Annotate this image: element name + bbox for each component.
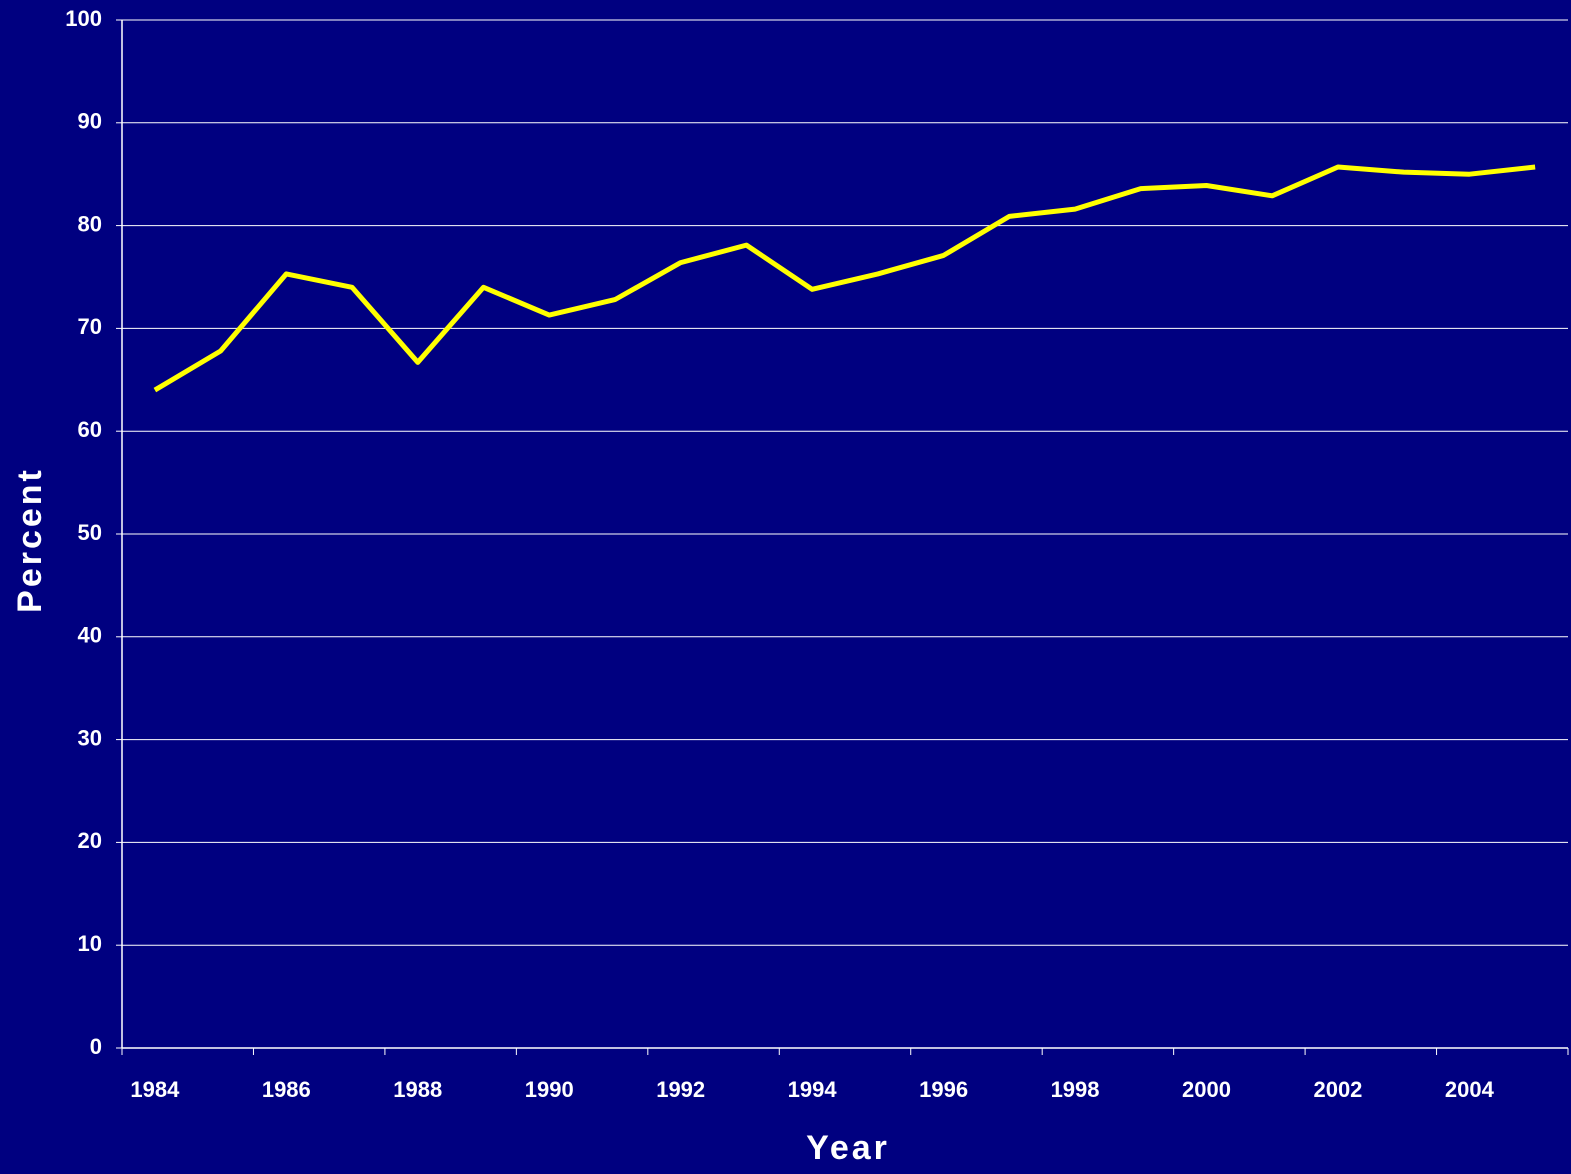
y-tick-label: 60 bbox=[78, 417, 102, 442]
x-tick-label: 1994 bbox=[788, 1077, 838, 1102]
x-tick-label: 1984 bbox=[130, 1077, 180, 1102]
y-tick-label: 100 bbox=[65, 6, 102, 31]
y-tick-label: 80 bbox=[78, 211, 102, 236]
y-tick-label: 0 bbox=[90, 1034, 102, 1059]
y-tick-label: 50 bbox=[78, 520, 102, 545]
x-tick-label: 1990 bbox=[525, 1077, 574, 1102]
data-line bbox=[153, 164, 1536, 393]
y-axis-title: Percent bbox=[11, 467, 49, 613]
x-tick-label: 2000 bbox=[1182, 1077, 1231, 1102]
x-tick-label: 2002 bbox=[1313, 1077, 1362, 1102]
x-axis-title: Year bbox=[806, 1129, 890, 1167]
y-tick-label: 10 bbox=[78, 931, 102, 956]
x-tick-label: 2004 bbox=[1445, 1077, 1495, 1102]
x-tick-label: 1986 bbox=[262, 1077, 311, 1102]
y-tick-label: 30 bbox=[78, 725, 102, 750]
y-tick-label: 90 bbox=[78, 109, 102, 134]
y-tick-label: 70 bbox=[78, 314, 102, 339]
x-tick-label: 1988 bbox=[393, 1077, 442, 1102]
y-tick-label: 20 bbox=[78, 828, 102, 853]
x-tick-label: 1992 bbox=[656, 1077, 705, 1102]
x-tick-label: 1996 bbox=[919, 1077, 968, 1102]
y-tick-label: 40 bbox=[78, 623, 102, 648]
x-tick-label: 1998 bbox=[1051, 1077, 1100, 1102]
